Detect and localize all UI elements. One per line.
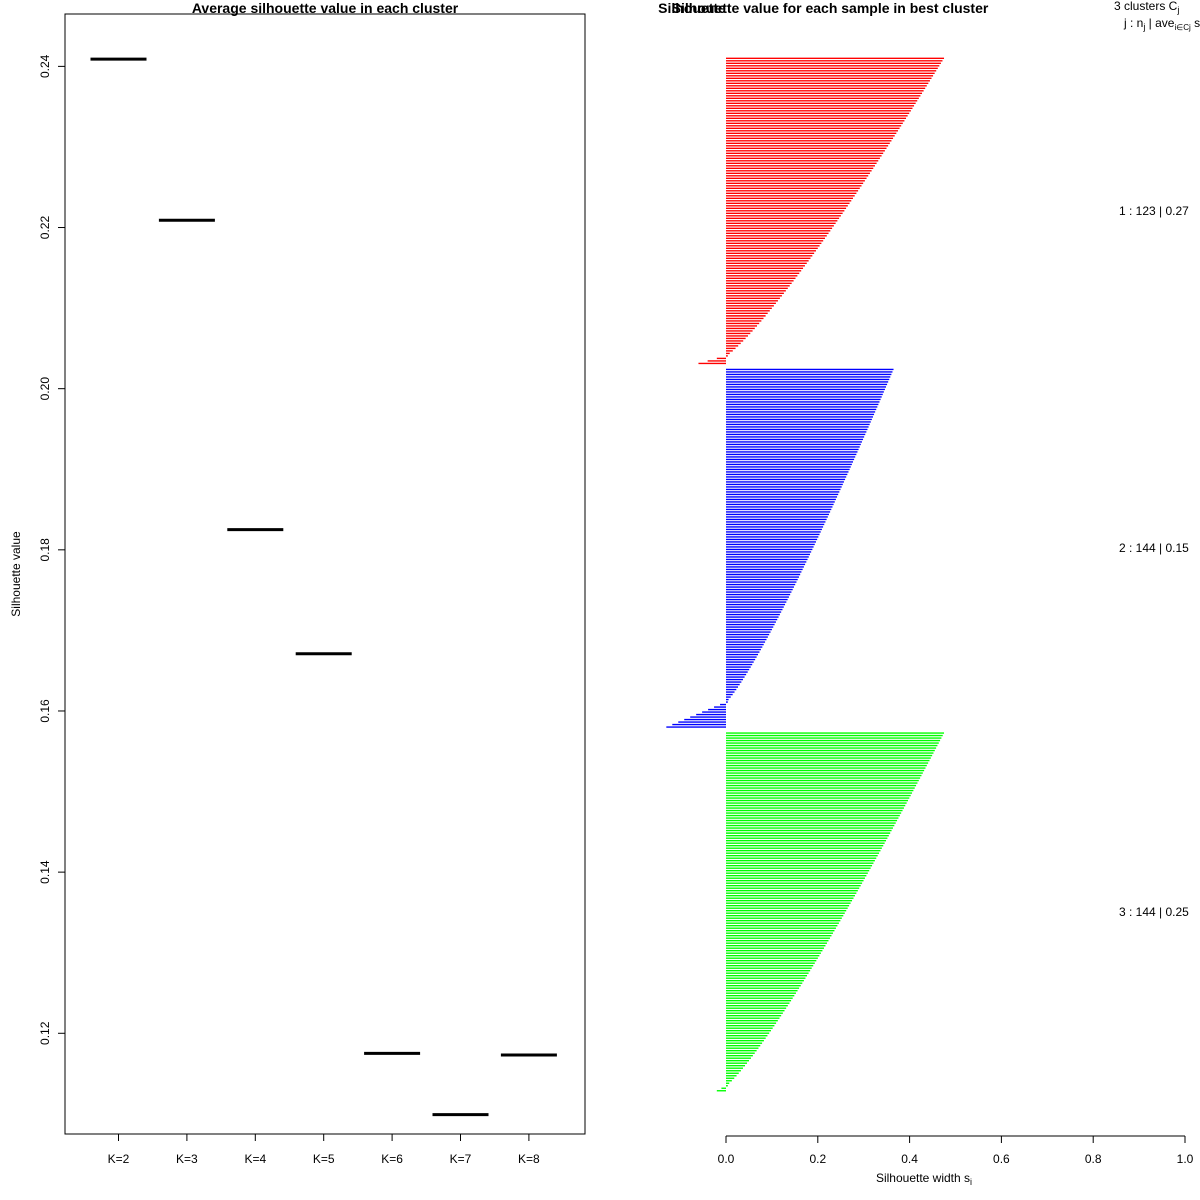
right-chart-overlap-title: Silhouette — [658, 0, 726, 16]
left-y-tick-label: 0.16 — [38, 699, 52, 723]
right-x-axis: 0.0 0.2 0.4 0.6 0.8 1.0 — [718, 1135, 1194, 1166]
right-panel: Silhouette value for each sample in best… — [658, 0, 1200, 1187]
legend-row-cluster-2: 2 : 144 | 0.15 — [1119, 541, 1189, 555]
right-x-tick-label: 1.0 — [1177, 1152, 1194, 1166]
left-y-tick-label: 0.12 — [38, 1021, 52, 1045]
right-x-tick-label: 0.0 — [718, 1152, 735, 1166]
left-panel: Average silhouette value in each cluster… — [9, 0, 586, 1166]
left-x-axis: K=2 K=3 K=4 K=5 K=6 K=7 K=8 — [108, 1133, 540, 1166]
right-x-tick-label: 0.8 — [1085, 1152, 1102, 1166]
cluster-legend: 3 clusters Cj j : nj | avei∈Cj s 1 : 123… — [1114, 0, 1200, 919]
legend-row-cluster-3: 3 : 144 | 0.25 — [1119, 905, 1189, 919]
left-x-tick-label: K=4 — [244, 1152, 266, 1166]
left-x-tick-label: K=5 — [313, 1152, 335, 1166]
right-x-tick-label: 0.2 — [809, 1152, 826, 1166]
legend-rows: 1 : 123 | 0.27 2 : 144 | 0.15 3 : 144 | 0.… — [1119, 204, 1189, 919]
left-chart-title: Average silhouette value in each cluster — [192, 0, 459, 16]
left-y-tick-label: 0.18 — [38, 538, 52, 562]
legend-columns-header: j : nj | avei∈Cj s — [1123, 16, 1200, 32]
left-x-tick-label: K=2 — [108, 1152, 130, 1166]
legend-row-cluster-1: 1 : 123 | 0.27 — [1119, 204, 1189, 218]
left-x-tick-label: K=6 — [381, 1152, 403, 1166]
left-x-tick-label: K=7 — [450, 1152, 472, 1166]
left-y-tick-label: 0.20 — [38, 377, 52, 401]
silhouette-bars — [666, 57, 945, 1092]
left-plot-frame — [64, 13, 586, 1135]
left-x-tick-label: K=8 — [518, 1152, 540, 1166]
left-x-tick-label: K=3 — [176, 1152, 198, 1166]
left-y-axis: 0.12 0.14 0.16 0.18 0.20 0.22 0.24 — [38, 54, 66, 1045]
left-y-tick-label: 0.14 — [38, 860, 52, 884]
right-x-tick-label: 0.6 — [993, 1152, 1010, 1166]
left-y-tick-label: 0.24 — [38, 54, 52, 78]
left-y-axis-label: Silhouette value — [9, 531, 23, 617]
right-x-tick-label: 0.4 — [901, 1152, 918, 1166]
right-x-axis-label: Silhouette width si — [876, 1171, 972, 1187]
left-marks — [90, 57, 557, 1117]
legend-clusters-header: 3 clusters Cj — [1114, 0, 1179, 15]
right-chart-title: Silhouette value for each sample in best… — [672, 0, 989, 16]
left-y-tick-label: 0.22 — [38, 216, 52, 240]
